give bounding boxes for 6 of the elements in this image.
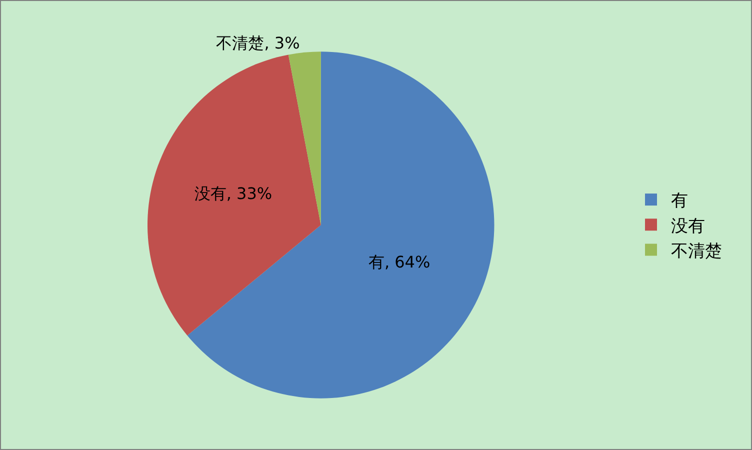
- data-label: 有, 64%: [368, 252, 430, 272]
- legend-label: 有: [671, 191, 688, 212]
- data-label: 不清楚, 3%: [216, 33, 300, 52]
- legend-label: 没有: [671, 216, 705, 236]
- legend-label: 不清楚: [671, 241, 722, 262]
- data-label: 没有, 33%: [194, 184, 272, 203]
